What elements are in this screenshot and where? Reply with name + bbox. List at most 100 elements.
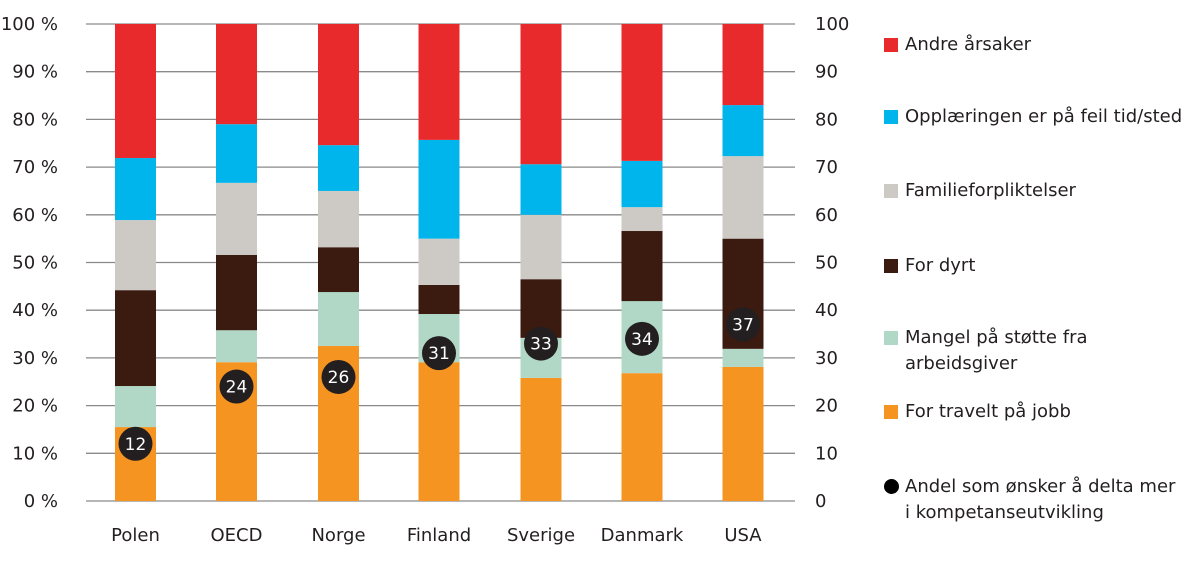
dots: 12 24 26 31 33 34 37 — [118, 307, 760, 461]
y-tick-label-left: 10 % — [12, 443, 58, 464]
legend-label: For dyrt — [905, 255, 976, 276]
legend-label: Andel som ønsker å delta mer i kompetans… — [905, 476, 1176, 523]
dot-marker — [118, 426, 153, 461]
bar-segment — [722, 156, 764, 239]
bar-segment — [115, 220, 156, 291]
legend-label: Familieforpliktelser — [905, 180, 1076, 201]
bar-segment — [115, 158, 156, 221]
bar-segment — [318, 247, 359, 293]
y-tick-label-right: 10 — [815, 443, 838, 464]
y-tick-label-right: 0 — [815, 491, 826, 512]
y-tick-label-right: 100 — [815, 14, 849, 35]
bar-segment — [216, 182, 257, 255]
y-axis-left: 0 % 10 % 20 % 30 % 40 % 50 % 60 % 70 % 80 % 90 % 1… — [1, 14, 58, 512]
legend-swatch — [884, 184, 898, 198]
legend-swatch — [884, 405, 898, 419]
y-tick-label-right: 50 — [815, 253, 838, 274]
legend-swatch — [884, 331, 898, 345]
bar-segment — [722, 366, 764, 501]
bar-segment — [621, 160, 663, 208]
bar-segment — [216, 330, 257, 363]
y-tick-label-left: 100 % — [1, 14, 58, 35]
bar-segment — [722, 24, 764, 106]
bar-segment — [318, 145, 359, 191]
x-category-label: Finland — [407, 525, 471, 546]
dot-value-label: 34 — [631, 330, 653, 350]
legend-item-feil-tid-sted: Opplæringen er på feil tid/sted — [884, 104, 1182, 130]
y-tick-label-right: 40 — [815, 300, 838, 321]
bar-segment — [115, 290, 156, 387]
legend-label: Andre årsaker — [905, 34, 1032, 55]
legend-item-mangel-stotte: Mangel på støtte fra arbeidsgiver — [884, 325, 1200, 377]
bar-segment — [418, 362, 460, 501]
y-tick-label-left: 20 % — [12, 396, 58, 417]
y-tick-label-right: 30 — [815, 348, 838, 369]
y-tick-label-right: 90 — [815, 62, 838, 83]
y-tick-label-left: 70 % — [12, 157, 58, 178]
y-tick-label-right: 60 — [815, 205, 838, 226]
bar-segment — [318, 292, 359, 346]
dot-value-label: 12 — [125, 435, 147, 455]
bar-segment — [318, 24, 359, 146]
y-axis-right: 0 10 20 30 40 50 60 70 80 90 100 — [815, 14, 849, 512]
y-tick-label-left: 50 % — [12, 253, 58, 274]
dot-marker — [625, 321, 659, 356]
y-tick-label-left: 60 % — [12, 205, 58, 226]
y-tick-label-left: 0 % — [24, 491, 58, 512]
bar-segment — [318, 190, 359, 248]
dot-value-label: 26 — [328, 368, 350, 388]
x-axis-categories: Polen OECD Norge Finland Sverige Danmark USA — [111, 525, 762, 546]
y-tick-label-left: 80 % — [12, 109, 58, 130]
x-category-label: Danmark — [601, 525, 684, 546]
x-category-label: Norge — [311, 525, 365, 546]
dot-value-label: 37 — [732, 316, 754, 336]
dot-value-label: 31 — [428, 344, 450, 364]
bar-segment — [722, 105, 764, 157]
bar-segment — [520, 164, 562, 215]
legend-swatch — [884, 259, 898, 273]
x-category-label: OECD — [211, 525, 263, 546]
dot-marker — [726, 307, 760, 342]
bar-segment — [621, 231, 663, 302]
bar-segment — [216, 124, 257, 183]
bar-segment — [216, 254, 257, 331]
x-category-label: Polen — [111, 525, 160, 546]
legend-item-andre-arsaker: Andre årsaker — [884, 32, 1031, 58]
bar-segment — [418, 238, 460, 285]
bar-segment — [722, 348, 764, 367]
legend-item-andel-onsker: Andel som ønsker å delta mer i kompetans… — [884, 474, 1184, 526]
dot-marker — [422, 336, 456, 371]
legend-item-familieforpliktelser: Familieforpliktelser — [884, 178, 1076, 204]
legend-swatch — [884, 38, 898, 52]
legend-item-for-dyrt: For dyrt — [884, 253, 975, 279]
bar-segment — [115, 386, 156, 428]
dot-value-label: 24 — [226, 378, 248, 398]
y-tick-label-right: 70 — [815, 157, 838, 178]
x-category-label: USA — [724, 525, 762, 546]
legend-label: Mangel på støtte fra arbeidsgiver — [905, 327, 1088, 374]
bar-segment — [621, 207, 663, 232]
dot-marker — [524, 326, 558, 361]
dot-marker — [321, 359, 356, 394]
x-category-label: Sverige — [507, 525, 575, 546]
bar-segment — [115, 24, 156, 159]
dot-value-label: 33 — [530, 335, 552, 355]
legend-label: Opplæringen er på feil tid/sted — [905, 106, 1183, 127]
dot-marker — [219, 369, 254, 404]
bar-segment — [520, 24, 562, 165]
bar-segment — [216, 24, 257, 125]
bar-segment — [520, 377, 562, 501]
y-tick-label-right: 80 — [815, 109, 838, 130]
y-tick-label-right: 20 — [815, 396, 838, 417]
bar-segment — [418, 139, 460, 239]
legend-item-for-travelt: For travelt på jobb — [884, 399, 1071, 425]
legend-label: For travelt på jobb — [905, 401, 1071, 422]
y-tick-label-left: 40 % — [12, 300, 58, 321]
bar-segment — [621, 373, 663, 501]
legend-dot-icon — [884, 479, 899, 494]
y-tick-label-left: 30 % — [12, 348, 58, 369]
bar-segment — [520, 214, 562, 280]
bar-segment — [621, 24, 663, 161]
y-tick-label-left: 90 % — [12, 62, 58, 83]
